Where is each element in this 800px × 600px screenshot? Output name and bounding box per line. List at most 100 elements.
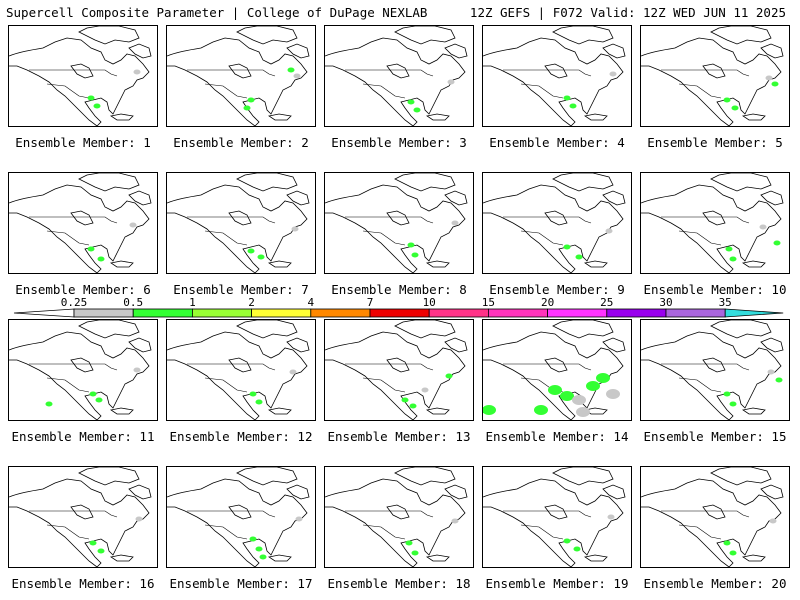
parameter-contour [89,540,97,546]
member-caption: Ensemble Member: 16 [11,576,155,591]
island-outline [267,113,292,121]
us-canada-border [345,510,434,518]
ensemble-map-2 [166,25,316,127]
parameter-contour [563,95,571,101]
member-caption: Ensemble Member: 8 [331,282,467,297]
parameter-contour [775,377,783,383]
continent-outline [325,37,466,126]
parameter-contour [729,401,737,407]
island-outline [394,173,456,192]
island-outline [236,173,298,192]
us-canada-border [661,510,750,518]
us-mexico-border [362,524,406,540]
member-caption: Ensemble Member: 11 [11,429,155,444]
island-outline [109,260,134,268]
member-caption: Ensemble Member: 13 [327,429,471,444]
parameter-contour [243,105,251,111]
ensemble-map-13 [324,319,474,421]
parameter-contour [255,546,263,552]
island-outline [602,190,626,206]
parameter-contour [401,397,409,403]
continent-outline [167,37,308,126]
colorbar-segment [369,308,430,318]
ensemble-map-14 [482,319,632,421]
member-caption: Ensemble Member: 17 [169,576,313,591]
island-outline [267,554,292,562]
member-caption: Ensemble Member: 4 [489,135,625,150]
us-canada-border [29,363,118,371]
parameter-contour [407,242,415,248]
island-outline [286,43,310,59]
island-outline [444,190,468,206]
us-canada-border [661,363,750,371]
continent-outline [641,331,782,420]
parameter-contour [133,367,141,373]
parameter-contour [765,75,773,81]
island-outline [286,484,310,500]
parameter-contour [411,550,419,556]
island-outline [741,554,766,562]
parameter-contour [607,514,615,520]
island-outline [544,504,568,520]
run-valid-time: 12Z GEFS | F072 Valid: 12Z WED JUN 11 20… [469,5,786,20]
north-america-map [483,173,626,273]
parameter-contour [87,246,95,252]
north-america-map [483,26,626,126]
member-caption: Ensemble Member: 7 [173,282,309,297]
ensemble-map-16 [8,466,158,568]
island-outline [70,504,94,520]
island-outline [267,260,292,268]
continent-outline [325,184,466,273]
north-america-map [325,467,468,567]
parameter-contour [729,550,737,556]
us-canada-border [345,69,434,77]
island-outline [444,43,468,59]
member-caption: Ensemble Member: 6 [15,282,151,297]
parameter-contour [409,403,417,409]
parameter-contour [723,97,731,103]
member-caption: Ensemble Member: 10 [643,282,787,297]
parameter-contour [731,105,739,111]
north-america-map [641,173,784,273]
us-mexico-border [46,377,90,393]
us-mexico-border [46,83,90,99]
parameter-contour [759,224,767,230]
continent-outline [9,478,150,567]
colorbar-tick-label: 0.5 [123,296,143,309]
island-outline [702,504,726,520]
member-caption: Ensemble Member: 19 [485,576,629,591]
ensemble-map-1 [8,25,158,127]
us-mexico-border [520,524,564,540]
island-outline [70,357,94,373]
north-america-map [641,320,784,420]
continent-outline [641,37,782,126]
us-mexico-border [520,230,564,246]
us-canada-border [661,69,750,77]
island-outline [109,554,134,562]
parameter-contour [596,373,610,383]
island-outline [78,173,140,192]
us-canada-border [661,216,750,224]
island-outline [702,357,726,373]
parameter-contour [451,518,459,524]
north-america-map [167,173,310,273]
member-caption: Ensemble Member: 20 [643,576,787,591]
north-america-map [9,173,152,273]
parameter-contour [87,95,95,101]
island-outline [425,554,450,562]
ensemble-map-11 [8,319,158,421]
us-canada-border [503,510,592,518]
island-outline [386,504,410,520]
ensemble-map-7 [166,172,316,274]
us-canada-border [345,216,434,224]
us-canada-border [29,69,118,77]
continent-outline [167,331,308,420]
colorbar-tick-label: 1 [189,296,196,309]
ensemble-map-12 [166,319,316,421]
island-outline [710,467,772,486]
island-outline [544,63,568,79]
parameter-contour [291,226,299,232]
member-caption: Ensemble Member: 2 [173,135,309,150]
us-mexico-border [204,524,248,540]
parameter-contour [445,373,453,379]
